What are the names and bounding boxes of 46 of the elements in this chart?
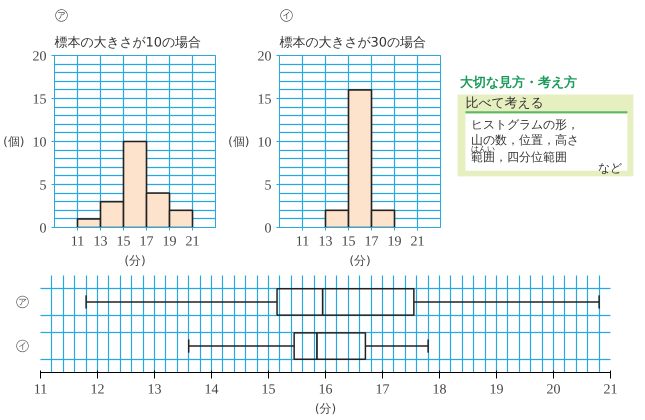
y-tick-label: 20 [258, 50, 272, 64]
y-tick-label: 5 [264, 178, 272, 194]
x-axis-title: (分) [349, 254, 371, 268]
y-tick-label: 20 [32, 50, 46, 64]
x-tick-label: 14 [204, 382, 218, 398]
text: 山の数，位置，高さ [470, 132, 579, 147]
x-tick-label: 13 [148, 382, 162, 398]
y-tick-label: 15 [258, 92, 272, 108]
text: ヒストグラムの形， [470, 117, 579, 132]
x-tick-label: 15 [342, 234, 356, 250]
chart-title: ㋑ [280, 8, 294, 24]
x-tick-label: 18 [432, 382, 446, 398]
x-tick-label: 17 [364, 234, 378, 250]
x-tick-label: 17 [140, 234, 154, 250]
x-tick-label: 11 [34, 382, 48, 398]
x-tick-label: 13 [318, 234, 332, 250]
y-tick-label: 10 [258, 136, 272, 150]
text: 比べて考える [465, 96, 544, 112]
chart-subtitle: 標本の大きさが30の場合 [280, 36, 426, 50]
y-axis-title: (個) [228, 134, 250, 148]
x-tick-label: 17 [376, 382, 390, 398]
y-axis-title: (個) [3, 134, 25, 148]
chart-subtitle: 標本の大きさが10の場合 [54, 36, 202, 50]
x-tick-label: 13 [94, 234, 108, 250]
y-tick-label: 5 [40, 178, 46, 194]
x-tick-label: 19 [388, 234, 402, 250]
x-tick-label: 19 [490, 382, 504, 398]
chart-title: ㋐ [54, 8, 68, 24]
x-tick-label: 21 [604, 382, 618, 398]
x-tick-label: 16 [318, 382, 332, 398]
text: 大切な見方・考え方 [460, 74, 577, 91]
y-tick-label: 15 [32, 92, 46, 108]
y-tick-label: 0 [264, 222, 272, 236]
x-tick-label: 20 [546, 382, 560, 398]
x-tick-label: 11 [70, 234, 84, 250]
x-axis-title: (分) [124, 254, 146, 268]
y-tick-label: 0 [40, 222, 46, 236]
x-tick-label: 12 [90, 382, 104, 398]
x-tick-label: 19 [162, 234, 176, 250]
y-tick-label: 10 [32, 136, 46, 150]
text: など [598, 161, 622, 176]
x-axis-title: (分) [314, 402, 336, 416]
x-tick-label: 21 [186, 234, 200, 250]
x-tick-label: 15 [116, 234, 130, 250]
x-tick-label: 11 [296, 234, 310, 250]
x-tick-label: 21 [410, 234, 424, 250]
